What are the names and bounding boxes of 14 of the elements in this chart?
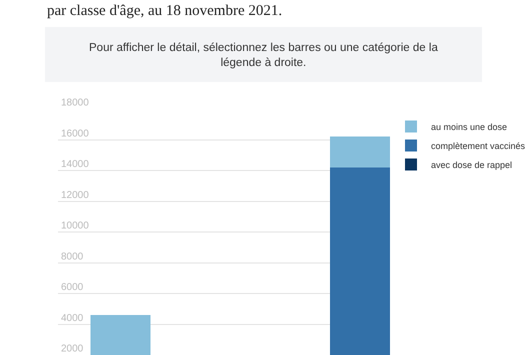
text: Pour afficher le détail, sélectionnez les barres ou une catégorie de la légende à droite. — [89, 42, 438, 69]
y-tick-label: 18000 — [61, 98, 90, 108]
y-tick-label: 12000 — [61, 190, 90, 201]
y-tick-label: 4000 — [61, 312, 84, 324]
y-tick-label: 8000 — [61, 251, 84, 262]
y-tick-label: 6000 — [61, 282, 84, 293]
y-tick-label: 14000 — [61, 159, 90, 170]
legend-label: avec dose de rappel — [431, 160, 512, 170]
y-tick-label: 10000 — [61, 220, 90, 232]
chart-subtitle: par classe d'âge, au 18 novembre 2021. — [47, 3, 282, 19]
legend-label: complètement vaccinés — [431, 141, 526, 152]
legend-label: au moins une dose — [431, 122, 508, 132]
y-tick-label: 2000 — [61, 344, 84, 354]
y-tick-label: 16000 — [61, 128, 90, 140]
